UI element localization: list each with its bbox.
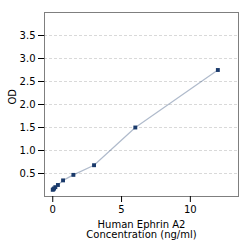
svg-text:5: 5 <box>118 204 124 215</box>
svg-text:0: 0 <box>50 204 56 215</box>
svg-text:2.5: 2.5 <box>20 76 36 87</box>
svg-text:2.0: 2.0 <box>20 99 36 110</box>
svg-text:3.0: 3.0 <box>20 53 36 64</box>
svg-text:Human Ephrin A2Concentration (: Human Ephrin A2Concentration (ng/ml) <box>86 219 196 240</box>
svg-text:1.0: 1.0 <box>20 145 36 156</box>
svg-text:OD: OD <box>7 89 18 105</box>
svg-text:3.5: 3.5 <box>20 30 36 41</box>
svg-text:10: 10 <box>184 204 197 215</box>
svg-text:1.5: 1.5 <box>20 122 36 133</box>
svg-text:0.5: 0.5 <box>20 168 36 179</box>
